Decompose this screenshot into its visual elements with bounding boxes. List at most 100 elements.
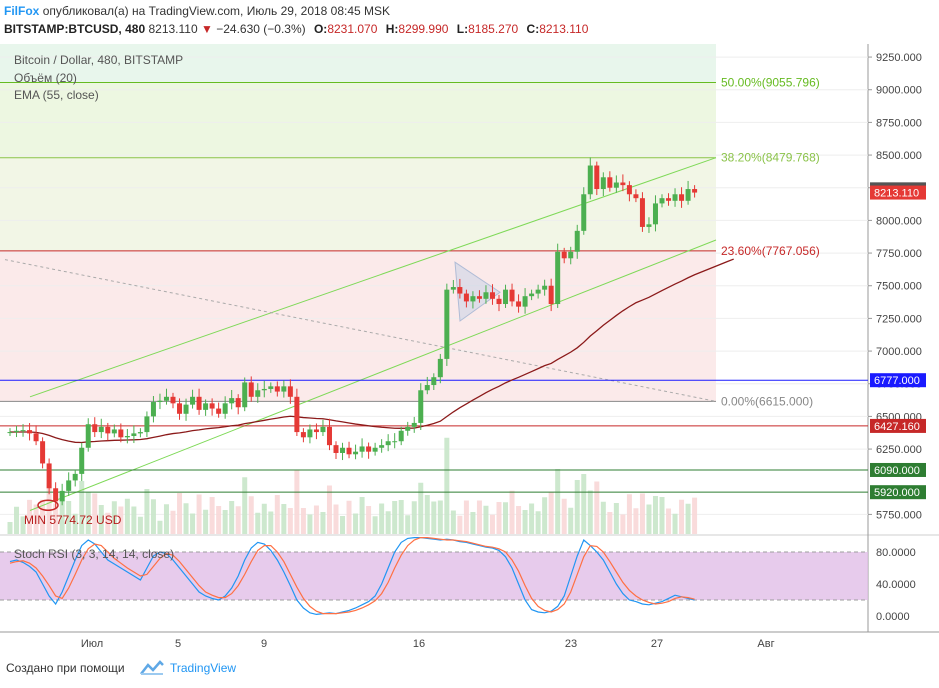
candle[interactable] [516,301,522,307]
candle[interactable] [40,441,46,464]
candle[interactable] [685,189,691,201]
candle[interactable] [216,408,222,414]
candle[interactable] [144,416,150,433]
candle[interactable] [66,480,72,491]
candle[interactable] [53,488,59,502]
candle[interactable] [59,490,65,502]
candle[interactable] [366,446,372,452]
candle[interactable] [437,358,443,378]
candle[interactable] [659,198,665,204]
candle[interactable] [27,430,33,434]
candle[interactable] [235,398,241,408]
candle[interactable] [633,194,639,199]
candle[interactable] [450,287,456,290]
candle[interactable] [496,298,502,305]
candle[interactable] [600,177,606,190]
candle[interactable] [242,382,248,408]
candle[interactable] [574,230,580,252]
tradingview-logo-icon[interactable] [140,660,164,676]
candle[interactable] [203,403,209,410]
candle[interactable] [79,447,85,474]
candle[interactable] [294,396,300,433]
candle[interactable] [431,377,437,386]
candle[interactable] [639,198,645,227]
candle[interactable] [418,390,424,423]
candle[interactable] [118,429,124,438]
candle[interactable] [255,390,261,397]
candle[interactable] [326,426,332,446]
candle[interactable] [196,396,202,410]
candle[interactable] [105,426,111,434]
candle[interactable] [72,473,78,481]
candle[interactable] [177,403,183,414]
candle[interactable] [131,433,137,436]
candle[interactable] [424,385,430,391]
candle[interactable] [163,396,169,401]
candle[interactable] [222,403,228,414]
candle[interactable] [594,165,600,190]
candle[interactable] [14,430,20,433]
candle[interactable] [313,429,319,433]
candle[interactable] [483,292,489,299]
candle[interactable] [7,432,13,434]
candle[interactable] [98,426,104,433]
candle[interactable] [346,447,352,455]
candle[interactable] [340,447,346,453]
candle[interactable] [626,185,632,195]
candle[interactable] [261,388,267,391]
candle[interactable] [672,194,678,201]
candle[interactable] [150,402,156,417]
candle[interactable] [411,422,417,427]
candle[interactable] [607,177,613,188]
candle[interactable] [692,189,698,193]
candle[interactable] [170,396,176,404]
candle[interactable] [359,446,365,452]
candle[interactable] [503,289,509,305]
candle[interactable] [85,424,91,448]
candle[interactable] [190,396,196,405]
candle[interactable] [92,424,98,433]
candle[interactable] [646,224,652,227]
candle[interactable] [548,285,554,305]
candle[interactable] [307,429,313,438]
candle[interactable] [509,289,515,302]
candle[interactable] [679,194,685,201]
candle[interactable] [353,451,359,455]
candle[interactable] [529,293,535,297]
tradingview-link[interactable]: TradingView [170,661,237,675]
candle[interactable] [300,432,306,438]
candle[interactable] [535,289,541,294]
candle[interactable] [20,430,26,432]
candle[interactable] [470,296,476,302]
candle[interactable] [587,165,593,195]
candle[interactable] [379,445,385,448]
candle[interactable] [620,182,626,186]
candle[interactable] [613,182,619,188]
price-chart[interactable]: 50.00%(9055.796) 38.20%(8479.768) 23.60%(7… [0,44,939,656]
candle[interactable] [385,441,391,446]
candle[interactable] [46,463,52,489]
candle[interactable] [463,293,469,302]
candle[interactable] [333,445,339,453]
candle[interactable] [372,447,378,452]
candle[interactable] [652,203,658,225]
candle[interactable] [320,426,326,433]
candle[interactable] [248,382,254,397]
candle[interactable] [268,386,274,389]
candle[interactable] [209,403,215,409]
candle[interactable] [666,198,672,201]
candle[interactable] [281,386,287,392]
candle[interactable] [522,296,528,307]
candle[interactable] [561,251,567,259]
candle[interactable] [568,251,574,259]
candle[interactable] [476,296,482,299]
candle[interactable] [33,433,39,442]
candle[interactable] [398,430,404,442]
candle[interactable] [124,436,130,438]
candle[interactable] [157,400,163,403]
candle[interactable] [111,429,117,434]
candle[interactable] [489,292,495,299]
candle[interactable] [405,426,411,431]
candle[interactable] [555,251,561,305]
candle[interactable] [542,285,548,290]
